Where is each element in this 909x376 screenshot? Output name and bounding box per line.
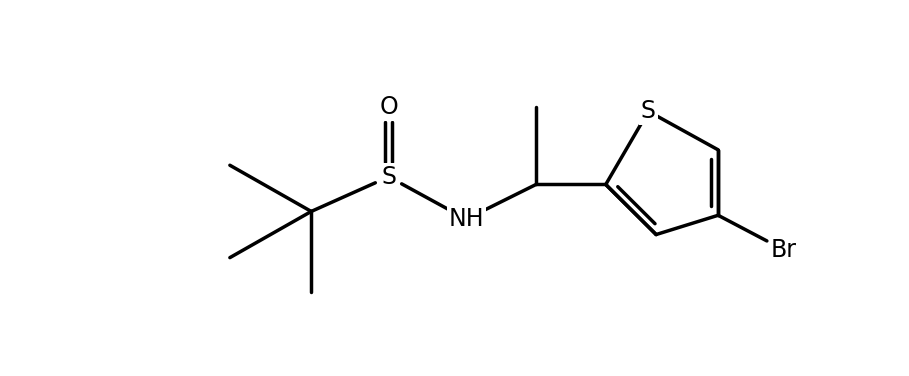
Text: O: O [379,96,398,120]
Text: NH: NH [448,207,484,231]
Text: S: S [381,165,396,189]
Text: Br: Br [771,238,797,262]
Text: S: S [641,99,656,123]
